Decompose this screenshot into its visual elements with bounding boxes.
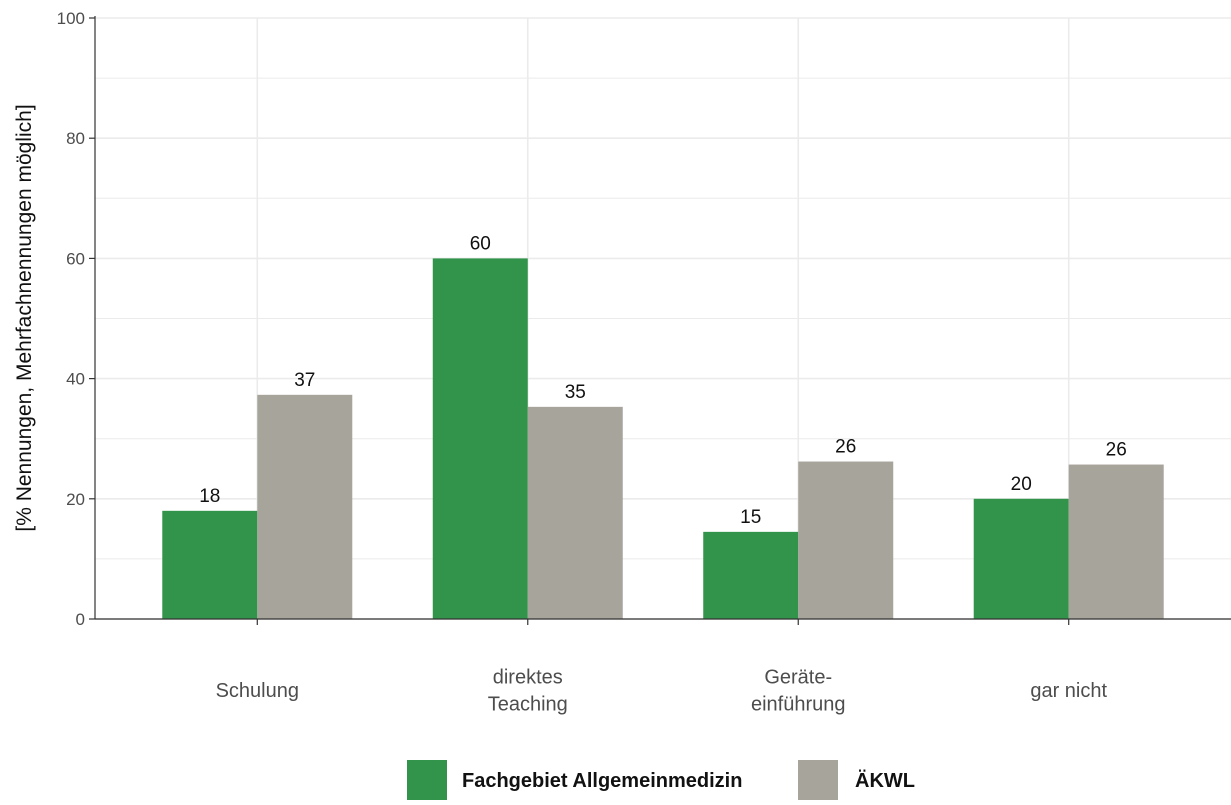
axes bbox=[89, 16, 1231, 625]
bar-value-label: 37 bbox=[294, 370, 315, 391]
bar-fachgebiet-3 bbox=[973, 498, 1069, 619]
legend-label: Fachgebiet Allgemeinmedizin bbox=[462, 770, 742, 792]
bar-value-label: 26 bbox=[1106, 440, 1127, 461]
bar-value-label: 15 bbox=[740, 507, 761, 528]
bar-aekwl-3 bbox=[1068, 464, 1164, 619]
x-category-label: Schulung bbox=[216, 680, 299, 702]
legend-label: ÄKWL bbox=[855, 769, 915, 792]
y-tick-label: 0 bbox=[76, 610, 85, 629]
y-tick-label: 20 bbox=[66, 490, 85, 509]
y-tick-label: 100 bbox=[57, 9, 85, 28]
bars bbox=[162, 258, 1164, 619]
legend-swatch bbox=[798, 760, 838, 800]
y-tick-label: 60 bbox=[66, 249, 85, 268]
bar-fachgebiet-1 bbox=[432, 258, 528, 619]
bar-value-label: 35 bbox=[565, 382, 586, 403]
x-category-label: Teaching bbox=[488, 694, 568, 716]
bar-fachgebiet-2 bbox=[703, 531, 799, 619]
y-tick-label: 80 bbox=[66, 129, 85, 148]
y-axis-title: [% Nennungen, Mehrfachnennungen möglich] bbox=[13, 104, 36, 531]
legend-swatch bbox=[407, 760, 447, 800]
bar-value-label: 60 bbox=[470, 233, 491, 254]
bar-value-label: 20 bbox=[1011, 474, 1032, 495]
bar-aekwl-1 bbox=[527, 406, 623, 619]
bar-aekwl-0 bbox=[257, 394, 353, 619]
x-category-label: direktes bbox=[493, 667, 563, 689]
x-category-label: gar nicht bbox=[1030, 680, 1107, 702]
legend: Fachgebiet Allgemeinmedizin ÄKWL bbox=[407, 760, 915, 800]
labels: 18 60 15 20 37 35 26 26 0 20 40 60 80 100 Schulung dire… bbox=[13, 9, 1127, 716]
bar-value-label: 26 bbox=[835, 437, 856, 458]
bar-aekwl-2 bbox=[798, 461, 894, 619]
x-category-label: einführung bbox=[751, 694, 846, 716]
bar-value-label: 18 bbox=[199, 486, 220, 507]
y-tick-label: 40 bbox=[66, 370, 85, 389]
bar-fachgebiet-0 bbox=[162, 510, 258, 619]
x-category-label: Geräte- bbox=[764, 667, 832, 689]
